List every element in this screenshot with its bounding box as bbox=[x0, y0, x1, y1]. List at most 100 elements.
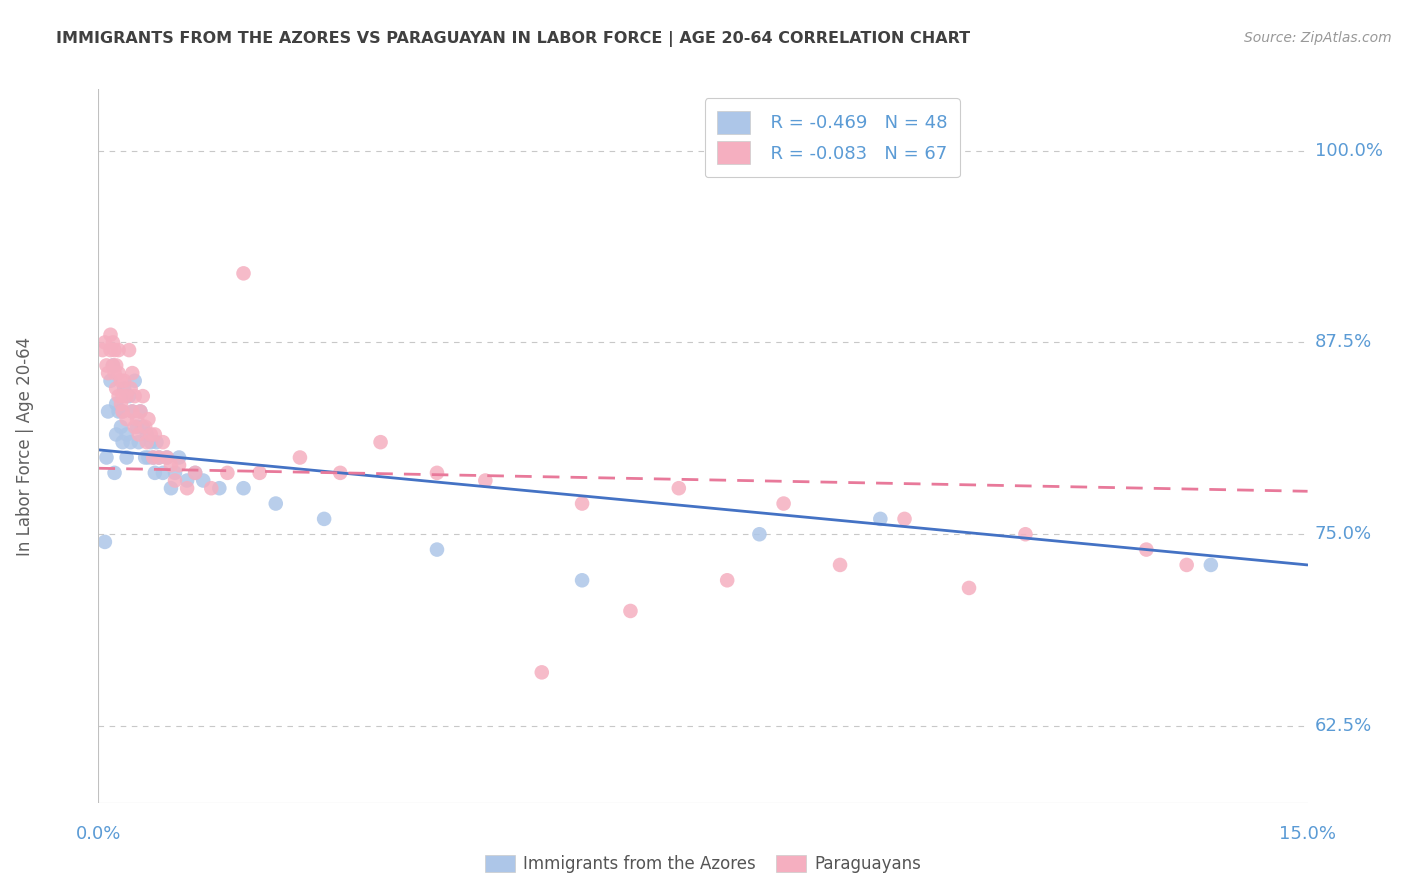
Point bbox=[152, 435, 174, 450]
Point bbox=[111, 404, 134, 418]
Text: IMMIGRANTS FROM THE AZORES VS PARAGUAYAN IN LABOR FORCE | AGE 20-64 CORRELATION : IMMIGRANTS FROM THE AZORES VS PARAGUAYAN… bbox=[56, 31, 970, 47]
Point bbox=[138, 450, 160, 465]
Point bbox=[314, 512, 336, 526]
Text: In Labor Force | Age 20-64: In Labor Force | Age 20-64 bbox=[17, 336, 34, 556]
Point bbox=[232, 266, 254, 280]
Point bbox=[105, 397, 128, 411]
Text: 75.0%: 75.0% bbox=[1315, 525, 1372, 543]
Point bbox=[132, 389, 155, 403]
Point bbox=[118, 389, 141, 403]
Point bbox=[893, 512, 915, 526]
Point bbox=[94, 335, 117, 350]
Point bbox=[127, 412, 149, 426]
Point bbox=[135, 427, 157, 442]
Point bbox=[571, 574, 593, 588]
Point bbox=[160, 458, 183, 473]
Point bbox=[129, 404, 152, 418]
Point bbox=[103, 366, 125, 380]
Point bbox=[124, 389, 146, 403]
Point bbox=[96, 450, 118, 465]
Point bbox=[96, 359, 118, 373]
Point bbox=[200, 481, 222, 495]
Point bbox=[111, 435, 134, 450]
Point bbox=[120, 381, 142, 395]
Point bbox=[105, 359, 128, 373]
Point bbox=[112, 374, 135, 388]
Point bbox=[176, 474, 198, 488]
Point bbox=[100, 374, 122, 388]
Point bbox=[163, 466, 186, 480]
Point bbox=[103, 466, 125, 480]
Point bbox=[121, 366, 143, 380]
Point bbox=[619, 604, 641, 618]
Point bbox=[668, 481, 690, 495]
Point bbox=[101, 335, 124, 350]
Point bbox=[208, 481, 231, 495]
Point bbox=[1199, 558, 1222, 572]
Point bbox=[105, 427, 128, 442]
Point bbox=[132, 419, 155, 434]
Point bbox=[100, 327, 122, 342]
Point bbox=[110, 419, 132, 434]
Point bbox=[128, 435, 150, 450]
Text: 87.5%: 87.5% bbox=[1315, 334, 1372, 351]
Point bbox=[142, 450, 165, 465]
Point bbox=[111, 389, 134, 403]
Point bbox=[426, 466, 449, 480]
Point bbox=[329, 466, 352, 480]
Point bbox=[1175, 558, 1198, 572]
Point bbox=[118, 343, 141, 357]
Point bbox=[148, 450, 170, 465]
Text: 0.0%: 0.0% bbox=[76, 825, 121, 843]
Point bbox=[143, 466, 166, 480]
Point bbox=[101, 359, 124, 373]
Point bbox=[288, 450, 311, 465]
Point bbox=[124, 374, 146, 388]
Point bbox=[139, 435, 162, 450]
Point bbox=[716, 574, 738, 588]
Point bbox=[107, 343, 129, 357]
Point bbox=[571, 497, 593, 511]
Point bbox=[160, 481, 183, 495]
Point bbox=[143, 427, 166, 442]
Point bbox=[112, 381, 135, 395]
Text: Source: ZipAtlas.com: Source: ZipAtlas.com bbox=[1244, 31, 1392, 45]
Point bbox=[115, 412, 138, 426]
Point bbox=[129, 404, 152, 418]
Legend: Immigrants from the Azores, Paraguayans: Immigrants from the Azores, Paraguayans bbox=[478, 848, 928, 880]
Text: 62.5%: 62.5% bbox=[1315, 717, 1372, 735]
Point bbox=[772, 497, 794, 511]
Point bbox=[176, 481, 198, 495]
Point bbox=[193, 474, 215, 488]
Point bbox=[97, 366, 120, 380]
Point bbox=[142, 450, 165, 465]
Point bbox=[107, 366, 129, 380]
Point bbox=[105, 381, 128, 395]
Point bbox=[128, 427, 150, 442]
Point bbox=[134, 419, 156, 434]
Point bbox=[148, 450, 170, 465]
Point bbox=[107, 404, 129, 418]
Point bbox=[530, 665, 553, 680]
Point bbox=[217, 466, 239, 480]
Point bbox=[370, 435, 392, 450]
Point bbox=[167, 458, 190, 473]
Point bbox=[121, 404, 143, 418]
Point bbox=[869, 512, 891, 526]
Point bbox=[135, 435, 157, 450]
Point bbox=[748, 527, 770, 541]
Point bbox=[120, 435, 142, 450]
Point bbox=[115, 389, 138, 403]
Point bbox=[957, 581, 980, 595]
Point bbox=[426, 542, 449, 557]
Point bbox=[184, 466, 207, 480]
Text: 15.0%: 15.0% bbox=[1279, 825, 1336, 843]
Point bbox=[94, 535, 117, 549]
Point bbox=[474, 474, 496, 488]
Point bbox=[138, 412, 160, 426]
Point bbox=[167, 450, 190, 465]
Point bbox=[107, 389, 129, 403]
Point bbox=[828, 558, 851, 572]
Point bbox=[156, 450, 179, 465]
Point bbox=[1014, 527, 1036, 541]
